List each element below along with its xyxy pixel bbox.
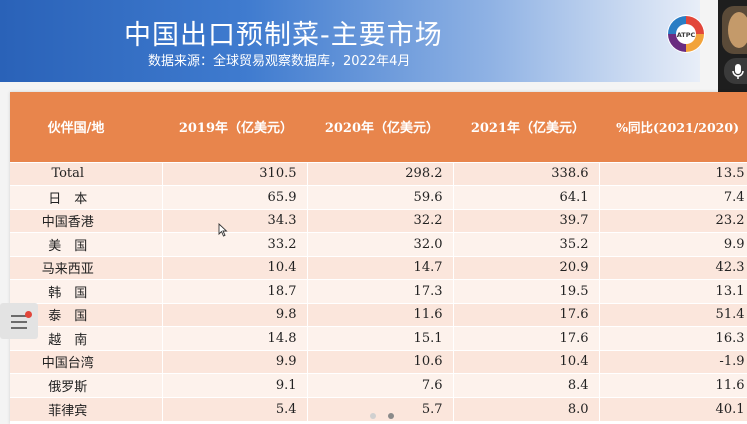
table-row: 韩 国 18.7 17.3 19.5 13.1 <box>10 279 747 303</box>
value-2019-cell: 9.9 <box>162 349 308 374</box>
value-2019-cell: 34.3 <box>162 208 308 233</box>
value-2021-cell: 19.5 <box>453 279 600 303</box>
yoy-cell: 11.6 <box>599 373 747 397</box>
value-2020-cell: 11.6 <box>307 302 454 327</box>
value-2019-cell: 310.5 <box>162 161 308 186</box>
partner-cell: 菲律宾 <box>10 396 163 421</box>
value-2020-cell: 17.3 <box>307 279 454 303</box>
column-header-2019: 2019年（亿美元） <box>178 121 293 137</box>
table-row: 日 本 65.9 59.6 64.1 7.4 <box>10 185 747 209</box>
partner-cell: 中国香港 <box>10 208 163 233</box>
value-2019-cell: 14.8 <box>162 326 308 350</box>
value-2021-cell: 17.6 <box>453 326 600 350</box>
partner-cell: 泰 国 <box>10 302 163 327</box>
video-thumbnail[interactable] <box>722 6 747 54</box>
value-2020-cell: 14.7 <box>307 255 454 280</box>
value-2019-cell: 65.9 <box>162 185 308 209</box>
value-2021-cell: 338.6 <box>453 161 600 186</box>
partner-cell: 中国台湾 <box>10 349 163 374</box>
page-indicator-dot[interactable] <box>370 413 376 419</box>
value-2020-cell: 298.2 <box>307 161 454 186</box>
partner-cell: 俄罗斯 <box>10 373 163 397</box>
value-2020-cell: 32.2 <box>307 208 454 233</box>
value-2020-cell: 32.0 <box>307 232 454 256</box>
value-2020-cell: 59.6 <box>307 185 454 209</box>
value-2021-cell: 39.7 <box>453 208 600 233</box>
yoy-cell: 16.3 <box>599 326 747 350</box>
column-header-partner: 伙伴国/地 <box>47 121 105 137</box>
side-menu-button[interactable] <box>0 303 38 339</box>
partner-cell: 韩 国 <box>10 279 163 303</box>
logo-text: ATPC <box>677 31 696 39</box>
column-header-2021: 2021年（亿美元） <box>470 121 585 137</box>
value-2019-cell: 9.1 <box>162 373 308 397</box>
slide-subtitle: 数据来源：全球贸易观察数据库，2022年4月 <box>148 54 411 69</box>
notification-dot <box>25 311 32 318</box>
yoy-cell: 42.3 <box>599 255 747 280</box>
table-row: 马来西亚 10.4 14.7 20.9 42.3 <box>10 255 747 280</box>
column-header-yoy: %同比(2021/2020) <box>616 120 739 136</box>
value-2021-cell: 8.4 <box>453 373 600 397</box>
table-row: 越 南 14.8 15.1 17.6 16.3 <box>10 326 747 350</box>
partner-cell: 越 南 <box>10 326 163 350</box>
partner-cell: Total <box>10 161 163 186</box>
table-row: 美 国 33.2 32.0 35.2 9.9 <box>10 232 747 256</box>
yoy-cell: 51.4 <box>599 302 747 327</box>
table-row: 中国香港 34.3 32.2 39.7 23.2 <box>10 208 747 233</box>
yoy-cell: 13.5 <box>599 161 747 186</box>
yoy-cell: 7.4 <box>599 185 747 209</box>
value-2020-cell: 10.6 <box>307 349 454 374</box>
table-row: 菲律宾 5.4 5.7 8.0 40.1 <box>10 396 747 421</box>
value-2019-cell: 9.8 <box>162 302 308 327</box>
yoy-cell: 23.2 <box>599 208 747 233</box>
value-2020-cell: 5.7 <box>307 396 454 421</box>
partner-cell: 马来西亚 <box>10 255 163 280</box>
value-2019-cell: 5.4 <box>162 396 308 421</box>
atpc-logo-icon: ATPC <box>667 15 705 53</box>
yoy-cell: 9.9 <box>599 232 747 256</box>
column-header-2020: 2020年（亿美元） <box>324 121 439 137</box>
data-table-card: 伙伴国/地 2019年（亿美元） 2020年（亿美元） 2021年（亿美元） %… <box>10 92 747 424</box>
value-2021-cell: 64.1 <box>453 185 600 209</box>
value-2021-cell: 8.0 <box>453 396 600 421</box>
value-2020-cell: 15.1 <box>307 326 454 350</box>
yoy-cell: -1.9 <box>599 349 747 374</box>
partner-cell: 美 国 <box>10 232 163 256</box>
table-row: 俄罗斯 9.1 7.6 8.4 11.6 <box>10 373 747 397</box>
slide-header: 中国出口预制菜-主要市场 数据来源：全球贸易观察数据库，2022年4月 <box>0 0 700 82</box>
yoy-cell: 13.1 <box>599 279 747 303</box>
table-header-row: 伙伴国/地 2019年（亿美元） 2020年（亿美元） 2021年（亿美元） %… <box>10 92 747 162</box>
value-2021-cell: 17.6 <box>453 302 600 327</box>
value-2019-cell: 10.4 <box>162 255 308 280</box>
slide-title: 中国出口预制菜-主要市场 <box>124 20 443 51</box>
value-2021-cell: 10.4 <box>453 349 600 374</box>
value-2021-cell: 20.9 <box>453 255 600 280</box>
table-row: Total 310.5 298.2 338.6 13.5 <box>10 161 747 186</box>
market-table: 伙伴国/地 2019年（亿美元） 2020年（亿美元） 2021年（亿美元） %… <box>10 92 747 421</box>
partner-cell: 日 本 <box>10 185 163 209</box>
table-row: 中国台湾 9.9 10.6 10.4 -1.9 <box>10 349 747 374</box>
table-row: 泰 国 9.8 11.6 17.6 51.4 <box>10 302 747 327</box>
mic-button[interactable] <box>724 58 747 84</box>
microphone-icon <box>732 64 744 79</box>
mouse-cursor-icon <box>218 223 228 237</box>
yoy-cell: 40.1 <box>599 396 747 421</box>
page-indicator-dot-active[interactable] <box>388 413 394 419</box>
value-2020-cell: 7.6 <box>307 373 454 397</box>
value-2021-cell: 35.2 <box>453 232 600 256</box>
value-2019-cell: 33.2 <box>162 232 308 256</box>
value-2019-cell: 18.7 <box>162 279 308 303</box>
